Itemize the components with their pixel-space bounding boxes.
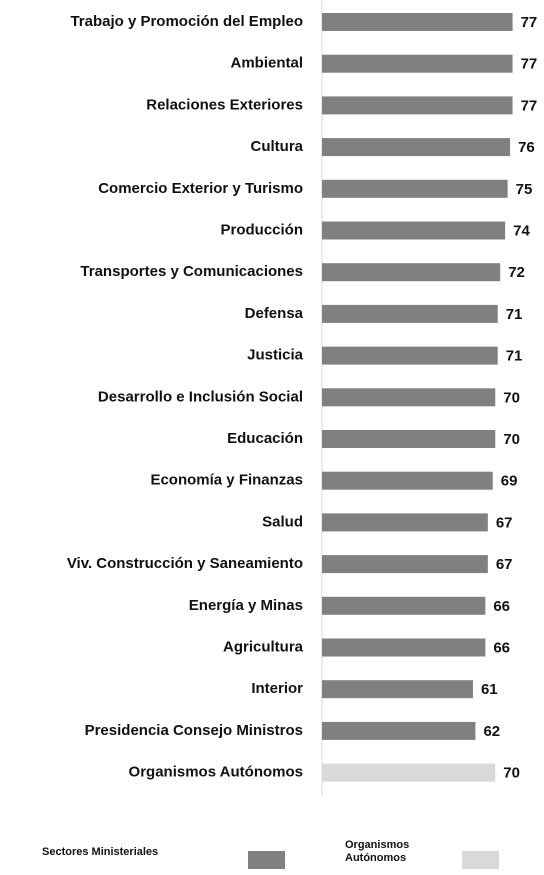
value-label: 70	[503, 389, 520, 406]
value-label: 71	[506, 306, 523, 323]
category-label: Interior	[251, 680, 303, 697]
value-label: 66	[493, 598, 510, 615]
bar	[322, 471, 493, 490]
bar	[322, 346, 498, 365]
category-label: Energía y Minas	[189, 597, 303, 614]
value-label: 77	[521, 14, 538, 31]
category-label: Salud	[262, 513, 303, 530]
value-label: 70	[503, 765, 520, 782]
value-label: 61	[481, 681, 498, 698]
bar	[322, 430, 496, 448]
legend-swatch	[462, 851, 499, 869]
bar	[322, 13, 513, 31]
category-label: Ambiental	[230, 55, 303, 72]
value-label: 67	[496, 556, 513, 573]
category-label: Desarrollo e Inclusión Social	[98, 388, 303, 405]
category-label: Relaciones Exteriores	[146, 96, 303, 113]
bar	[322, 555, 488, 574]
category-label: Producción	[220, 221, 303, 238]
value-label: 69	[501, 473, 518, 490]
value-label: 74	[513, 222, 530, 239]
value-label: 75	[516, 181, 533, 198]
bar	[322, 179, 508, 198]
value-label: 72	[508, 264, 525, 281]
value-label: 71	[506, 348, 523, 365]
bar	[322, 721, 476, 740]
category-label: Justicia	[247, 347, 304, 364]
category-label: Economía y Finanzas	[150, 472, 303, 489]
value-label: 70	[503, 431, 520, 448]
legend-label: Sectores Ministeriales	[42, 846, 159, 858]
bar	[322, 638, 486, 657]
category-label: Defensa	[245, 305, 304, 322]
bar	[322, 263, 501, 282]
value-label: 62	[483, 723, 500, 740]
bar	[322, 96, 513, 115]
legend-label: Organismos Autónomos	[345, 839, 410, 864]
category-label: Organismos Autónomos	[129, 764, 303, 781]
category-label: Comercio Exterior y Turismo	[98, 180, 303, 197]
category-label: Presidencia Consejo Ministros	[85, 722, 303, 739]
bar	[322, 388, 496, 407]
category-label: Transportes y Comunicaciones	[80, 263, 303, 280]
bar	[322, 513, 488, 532]
value-label: 66	[493, 639, 510, 656]
bar	[322, 221, 506, 240]
value-label: 67	[496, 514, 513, 531]
bar	[322, 596, 486, 615]
bar	[322, 763, 496, 782]
category-label: Cultura	[251, 138, 304, 155]
value-label: 76	[518, 139, 535, 156]
bar	[322, 138, 511, 157]
category-label: Educación	[227, 430, 303, 447]
value-label: 77	[521, 56, 538, 73]
value-label: 77	[521, 97, 538, 114]
category-label: Trabajo y Promoción del Empleo	[70, 13, 303, 30]
bar	[322, 680, 473, 699]
legend-swatch	[248, 851, 285, 869]
bar	[322, 304, 498, 323]
bar	[322, 54, 513, 73]
category-label: Viv. Construcción y Saneamiento	[67, 555, 303, 572]
category-label: Agricultura	[223, 638, 304, 655]
